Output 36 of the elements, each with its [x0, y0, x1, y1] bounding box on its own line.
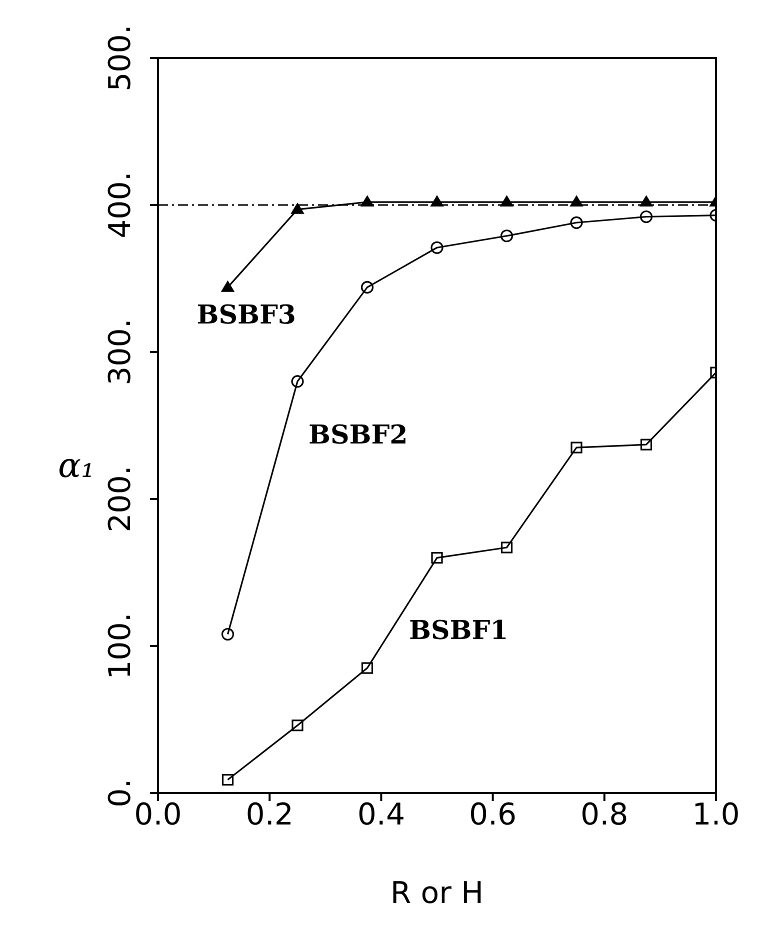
point: [430, 196, 444, 207]
point: [640, 196, 653, 207]
point: [221, 628, 234, 641]
x-tick-label: 0.8: [580, 797, 628, 832]
point: [431, 552, 443, 564]
point: [570, 216, 583, 229]
x-tick-label: 1.0: [692, 797, 740, 832]
x-tick-label: 0.4: [357, 797, 406, 832]
point: [430, 241, 444, 254]
point: [640, 210, 653, 224]
point: [292, 720, 304, 732]
point: [221, 280, 234, 292]
series-label: BSBF2: [308, 420, 408, 450]
point: [361, 662, 374, 674]
point: [500, 196, 514, 207]
y-tick-label: 100.: [103, 612, 138, 680]
point: [500, 542, 513, 554]
point: [360, 196, 374, 207]
y-tick-label: 300.: [103, 318, 138, 386]
point: [570, 196, 583, 207]
point: [640, 438, 652, 450]
point: [222, 774, 234, 786]
series-label: BSBF3: [196, 300, 296, 330]
point: [291, 202, 304, 214]
x-tick-label: 0.6: [468, 797, 517, 832]
point: [291, 375, 304, 388]
point: [500, 230, 514, 242]
point: [570, 442, 582, 454]
y-tick-label: 500.: [103, 24, 138, 92]
x-axis-title: R or H: [390, 876, 484, 911]
series-label: BSBF1: [409, 616, 508, 646]
y-axis-title: α₁: [58, 446, 95, 486]
y-tick-label: 200.: [103, 466, 138, 532]
y-tick-label: 400.: [103, 172, 138, 238]
x-tick-label: 0.2: [246, 797, 294, 832]
point: [360, 281, 374, 294]
